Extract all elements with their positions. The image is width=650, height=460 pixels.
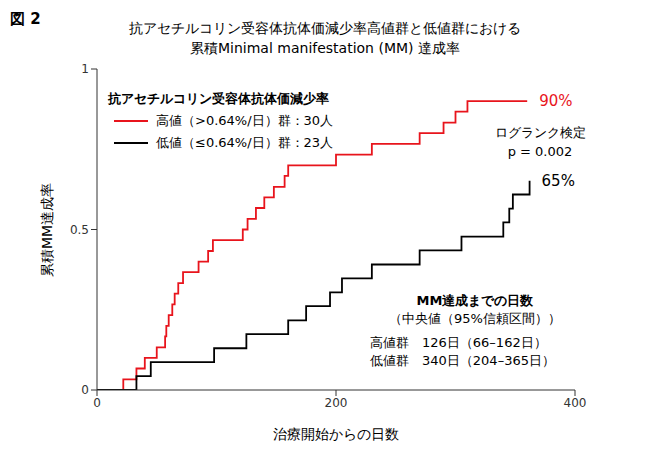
html-text:抗アセチルコリン受容体抗体価減少率高値群と低値群における: 抗アセチルコリン受容体抗体価減少率高値群と低値群における bbox=[129, 20, 521, 36]
html-text:低値群 340日（204–365日）: 低値群 340日（204–365日） bbox=[370, 353, 555, 368]
html-text:低値（≤0.64%/日）群：23人: 低値（≤0.64%/日）群：23人 bbox=[156, 135, 334, 150]
html-text:抗アセチルコリン受容体抗体価減少率: 抗アセチルコリン受容体抗体価減少率 bbox=[108, 91, 329, 106]
svg-text:0.5: 0.5 bbox=[70, 223, 89, 237]
html-text:MM達成までの日数: MM達成までの日数 bbox=[416, 293, 534, 308]
html-text:図 2: 図 2 bbox=[10, 10, 41, 28]
svg-text:65%: 65% bbox=[542, 172, 575, 190]
svg-text:400: 400 bbox=[564, 396, 587, 410]
html-text:高値群 126日（66–162日）: 高値群 126日（66–162日） bbox=[370, 335, 547, 350]
html-text:（中央値（95%信頼区間））: （中央値（95%信頼区間）） bbox=[389, 311, 561, 326]
html-text:ログランク検定: ログランク検定 bbox=[494, 125, 586, 140]
svg-text:90%: 90% bbox=[539, 92, 572, 110]
svg-text:0: 0 bbox=[93, 396, 101, 410]
html-text:高値（>0.64%/日）群：30人: 高値（>0.64%/日）群：30人 bbox=[156, 113, 334, 128]
svg-text:1: 1 bbox=[81, 62, 89, 76]
svg-text:200: 200 bbox=[325, 396, 348, 410]
html-text:累積Minimal manifestation (MM) 達: 累積Minimal manifestation (MM) 達成率 bbox=[190, 40, 460, 56]
html-text:治療開始からの日数: 治療開始からの日数 bbox=[273, 426, 399, 442]
svg-text:0: 0 bbox=[81, 383, 89, 397]
html-text:累積MM達成率: 累積MM達成率 bbox=[39, 182, 55, 278]
html-text:p = 0.002: p = 0.002 bbox=[507, 144, 573, 159]
